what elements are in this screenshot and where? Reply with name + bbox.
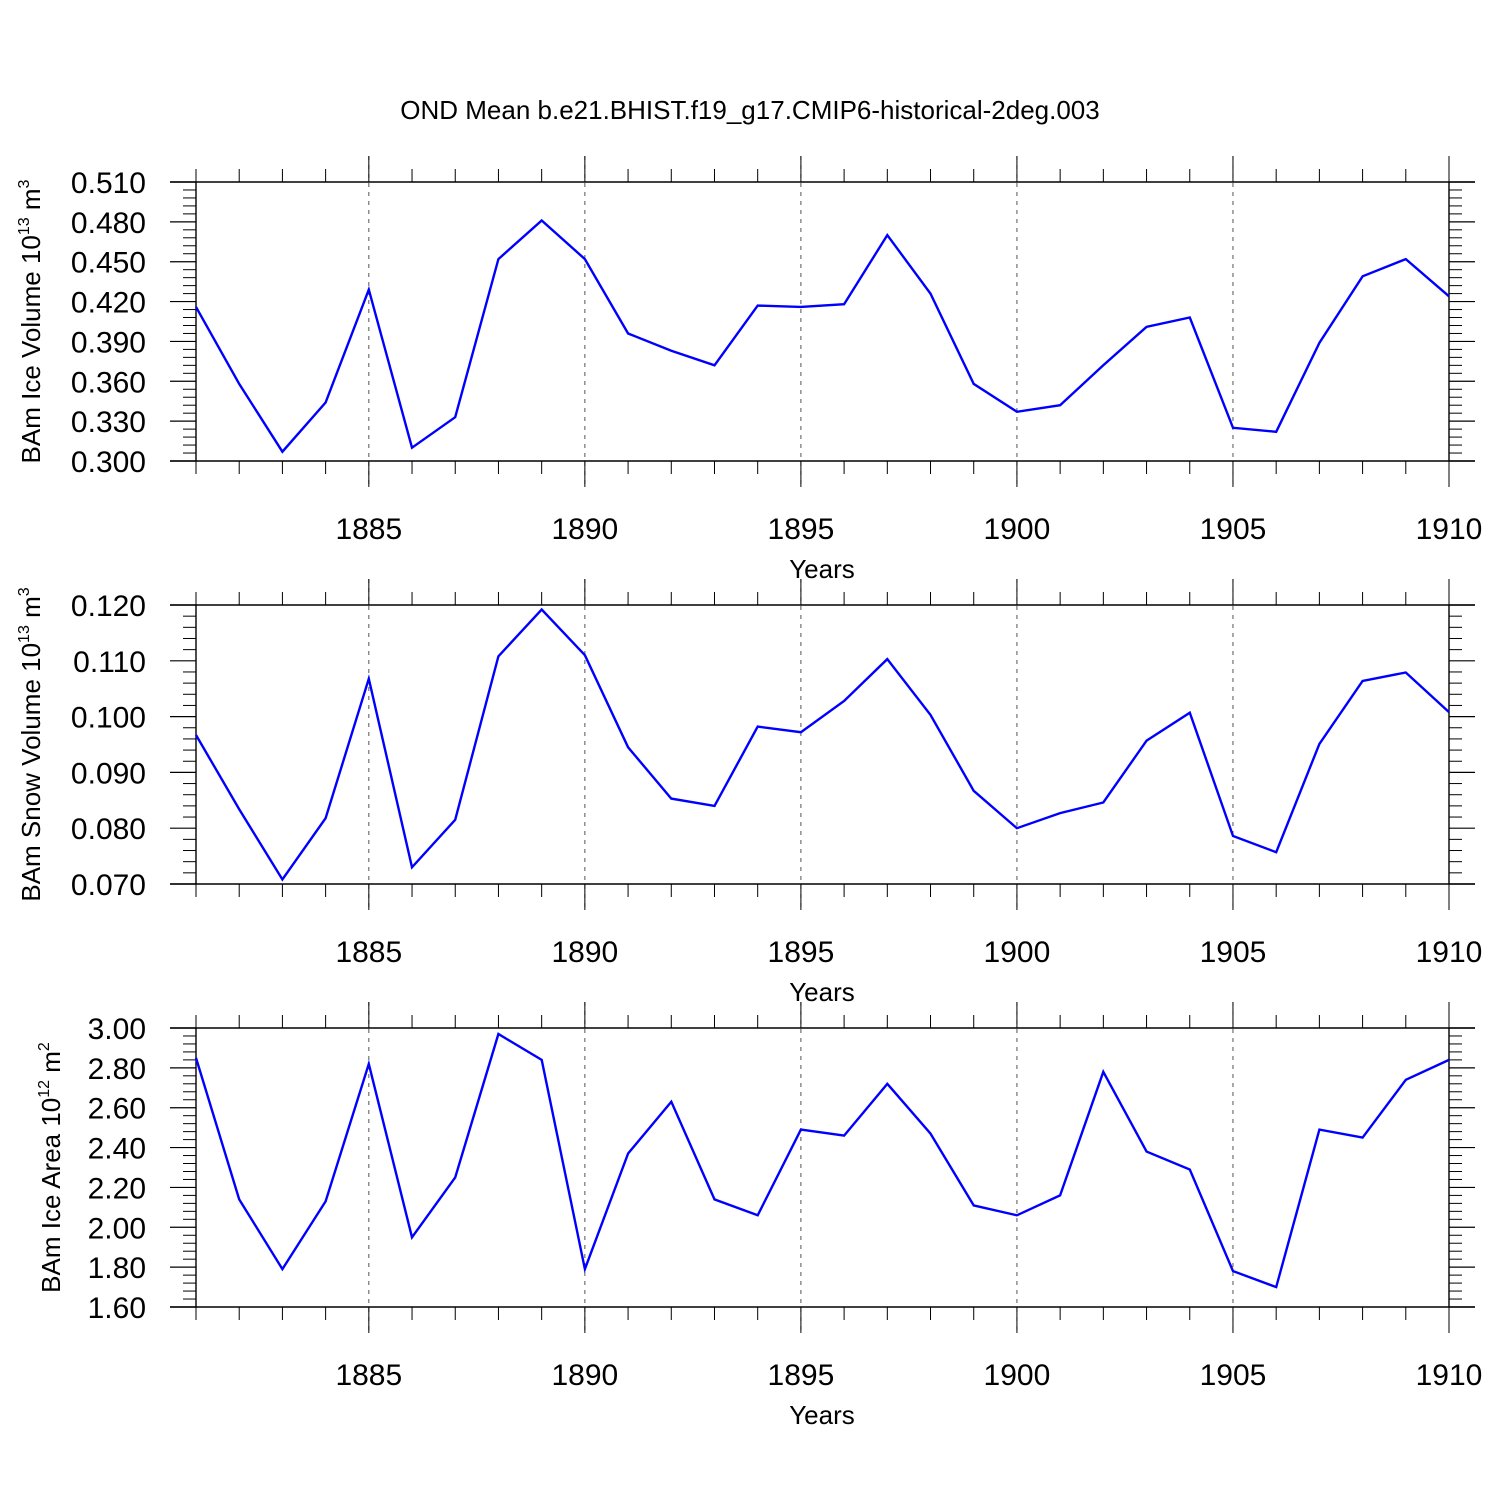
figure-title: OND Mean b.e21.BHIST.f19_g17.CMIP6-histo…: [400, 95, 1099, 125]
ytick-label: 2.20: [88, 1172, 146, 1205]
xtick-label: 1900: [984, 1359, 1051, 1392]
panel-3: 1885 1890 1895 1900 1905 1910 1.60 1.80 2.00 2.20…: [36, 1002, 1482, 1430]
series-line-2: [194, 607, 1450, 882]
xtick-label: 1910: [1416, 513, 1483, 546]
xtick-label: 1910: [1416, 1359, 1483, 1392]
ytick-label: 2.00: [88, 1212, 146, 1245]
x-axis-label: Years: [789, 1400, 855, 1430]
ytick-label: 0.510: [71, 167, 146, 200]
series-line-1: [194, 218, 1450, 454]
ytick-label: 0.110: [73, 646, 146, 679]
xtick-label: 1900: [984, 936, 1051, 969]
xtick-label: 1905: [1200, 936, 1267, 969]
y-axis-label: BAm Snow Volume 1013 m3: [16, 587, 46, 901]
ytick-label: 0.330: [71, 406, 146, 439]
xtick-label: 1905: [1200, 513, 1267, 546]
ytick-label: 0.070: [71, 869, 146, 902]
xtick-label: 1895: [768, 1359, 835, 1392]
ytick-label: 0.420: [71, 287, 146, 320]
ytick-label: 1.80: [88, 1252, 146, 1285]
series-line-3: [194, 1032, 1450, 1289]
x-axis-label: Years: [789, 554, 855, 584]
ytick-label: 1.60: [88, 1292, 146, 1325]
xtick-label: 1895: [768, 936, 835, 969]
ytick-label: 0.090: [71, 757, 146, 790]
ytick-label: 0.100: [71, 702, 146, 735]
xtick-label: 1905: [1200, 1359, 1267, 1392]
ytick-label: 0.360: [71, 366, 146, 399]
xtick-label: 1885: [335, 1359, 402, 1392]
ytick-label: 2.80: [88, 1053, 146, 1086]
x-axis-label: Years: [789, 977, 855, 1007]
panels: 1885 1890 1895 1900 1905 1910 0.300 0.330 0.360 0…: [16, 156, 1482, 1430]
ytick-label: 2.40: [88, 1133, 146, 1166]
ytick-label: 2.60: [88, 1093, 146, 1126]
xtick-label: 1890: [551, 1359, 618, 1392]
xtick-label: 1900: [984, 513, 1051, 546]
ytick-label: 0.080: [71, 813, 146, 846]
ytick-label: 0.120: [71, 590, 146, 623]
xtick-label: 1910: [1416, 936, 1483, 969]
ytick-label: 0.450: [71, 247, 146, 280]
xtick-label: 1885: [335, 513, 402, 546]
y-axis-label: BAm Ice Volume 1013 m3: [16, 179, 46, 463]
ytick-label: 0.300: [71, 446, 146, 479]
xtick-label: 1890: [551, 936, 618, 969]
y-axis-label: BAm Ice Area 1012 m2: [36, 1042, 66, 1293]
panel-2: 1885 1890 1895 1900 1905 1910 0.070 0.080 0.090 0…: [16, 579, 1482, 1007]
xtick-label: 1885: [335, 936, 402, 969]
panel-1: 1885 1890 1895 1900 1905 1910 0.300 0.330 0.360 0…: [16, 156, 1482, 584]
ytick-label: 3.00: [88, 1013, 146, 1046]
xtick-label: 1890: [551, 513, 618, 546]
ytick-label: 0.390: [71, 326, 146, 359]
xtick-label: 1895: [768, 513, 835, 546]
ytick-label: 0.480: [71, 207, 146, 240]
